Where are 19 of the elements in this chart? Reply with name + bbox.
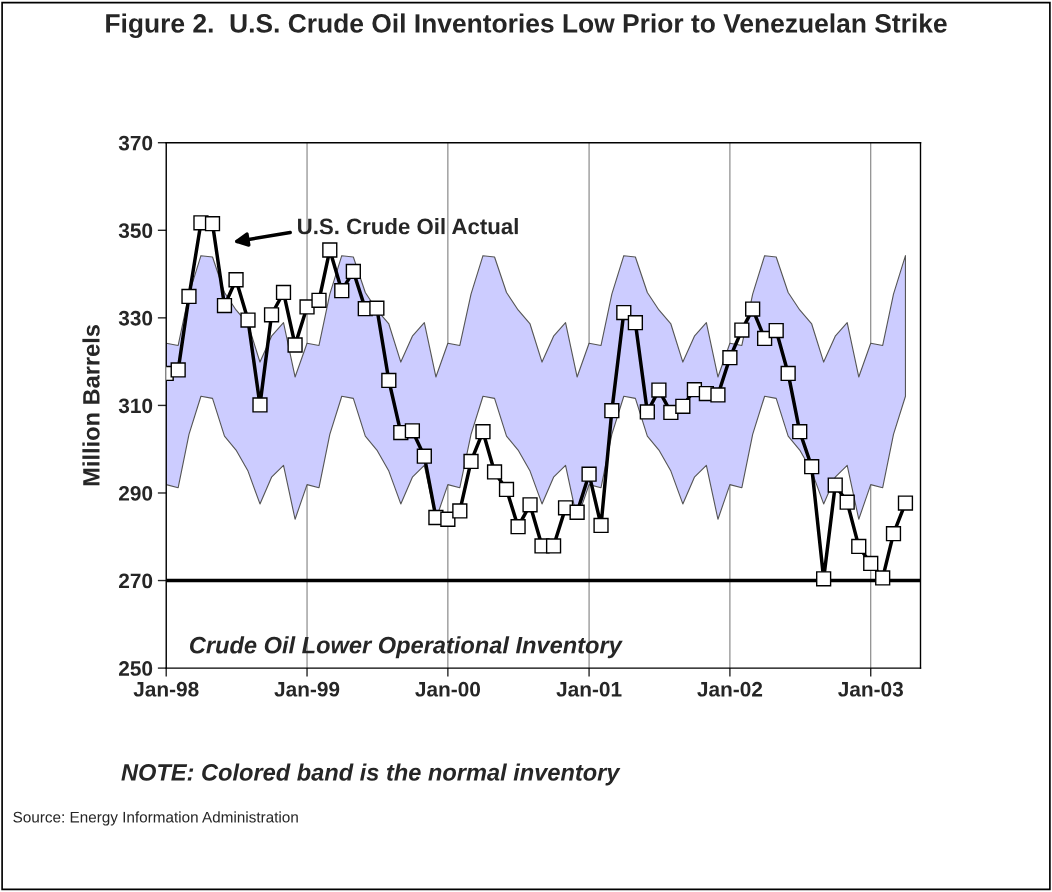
x-tick-label: Jan-98 [133, 681, 199, 697]
ref-line-label: Crude Oil Lower Operational Inventory [190, 636, 623, 659]
y-tick-label: 310 [118, 398, 153, 414]
y-axis-title: Million Barrels [82, 325, 100, 486]
x-tick-label: Jan-03 [838, 681, 903, 697]
y-tick-label: 370 [118, 135, 153, 151]
y-tick-label: 270 [118, 573, 153, 589]
y-tick-label: 290 [118, 485, 153, 501]
source-note: Source: Energy Information Administration [13, 811, 298, 826]
y-tick-label: 250 [118, 661, 153, 676]
annotation: U.S. Crude Oil Actual [298, 218, 518, 235]
y-tick-label: 330 [118, 310, 153, 326]
x-tick-label: Jan-02 [697, 681, 763, 697]
x-tick-label: Jan-99 [274, 681, 340, 697]
chart-title: Figure 2. U.S. Crude Oil Inventories Low Prior to Venezuelan Strike [106, 13, 947, 39]
x-tick-label: Jan-00 [415, 681, 481, 697]
y-tick-label: 350 [118, 223, 153, 239]
text: NOTE: Colored band is the normal inventory [121, 763, 621, 786]
x-tick-label: Jan-01 [556, 681, 622, 697]
